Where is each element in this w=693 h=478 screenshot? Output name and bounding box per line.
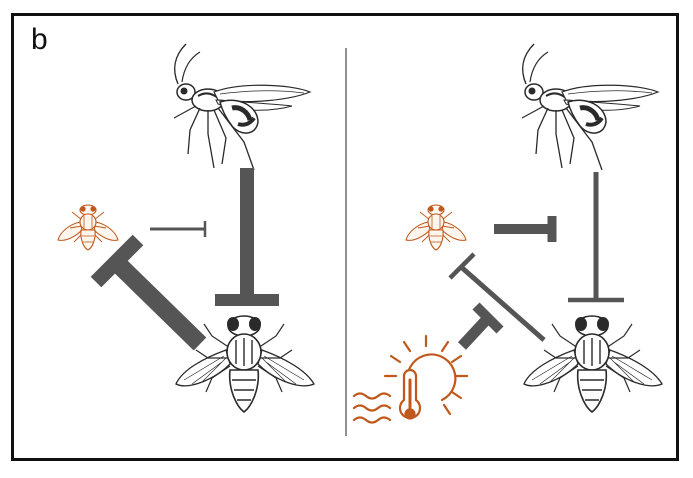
inhibition-arrow-wasp-fly (215, 168, 279, 306)
inhibition-arrow-wasp-fly (568, 172, 624, 303)
temperature-icon (352, 334, 469, 424)
wasp-icon (174, 44, 310, 170)
inhibition-arrow-competitor-weak (150, 221, 207, 237)
panel-label: b (31, 23, 48, 56)
fly-icon (523, 315, 663, 413)
inhibition-arrow-competitor-strong (494, 216, 557, 242)
inhibition-arrow-fly-competitor (90, 234, 207, 351)
figure-frame (11, 13, 679, 461)
inhibition-arrow-fly-competitor (448, 252, 546, 342)
small-fly-icon (405, 204, 467, 251)
wasp-icon (522, 44, 658, 170)
inhibition-arrow-temperature (457, 302, 504, 350)
small-fly-icon (57, 204, 119, 251)
